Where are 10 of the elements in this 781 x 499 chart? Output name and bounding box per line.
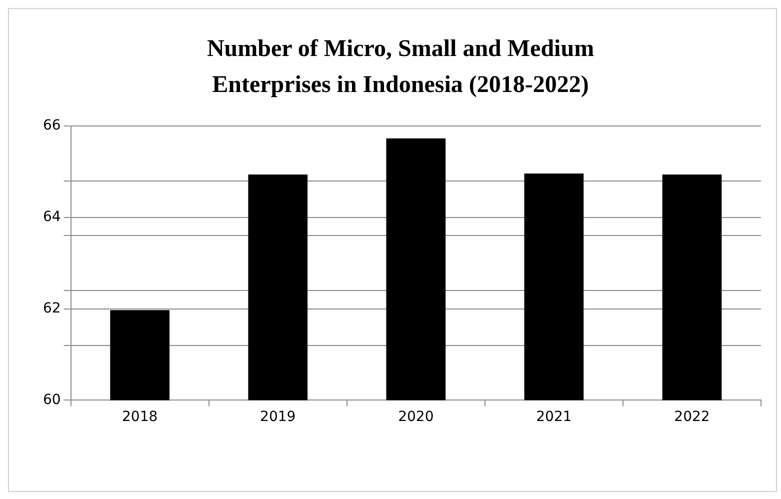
y-tick-label: 60 — [42, 392, 61, 408]
y-tick-label: 64 — [42, 209, 61, 226]
x-tick-label: 2019 — [260, 409, 296, 426]
x-tick-label: 2018 — [122, 409, 158, 426]
x-tick-label: 2021 — [536, 409, 572, 426]
chart-title: Number of Micro, Small and Medium Enterprises in Indonesia (2018-2022) — [206, 36, 594, 98]
y-tick-label: 66 — [42, 118, 61, 134]
x-tick-label: 2022 — [674, 409, 710, 426]
x-tick-label: 2020 — [398, 409, 434, 426]
y-tick-label: 62 — [42, 300, 61, 316]
